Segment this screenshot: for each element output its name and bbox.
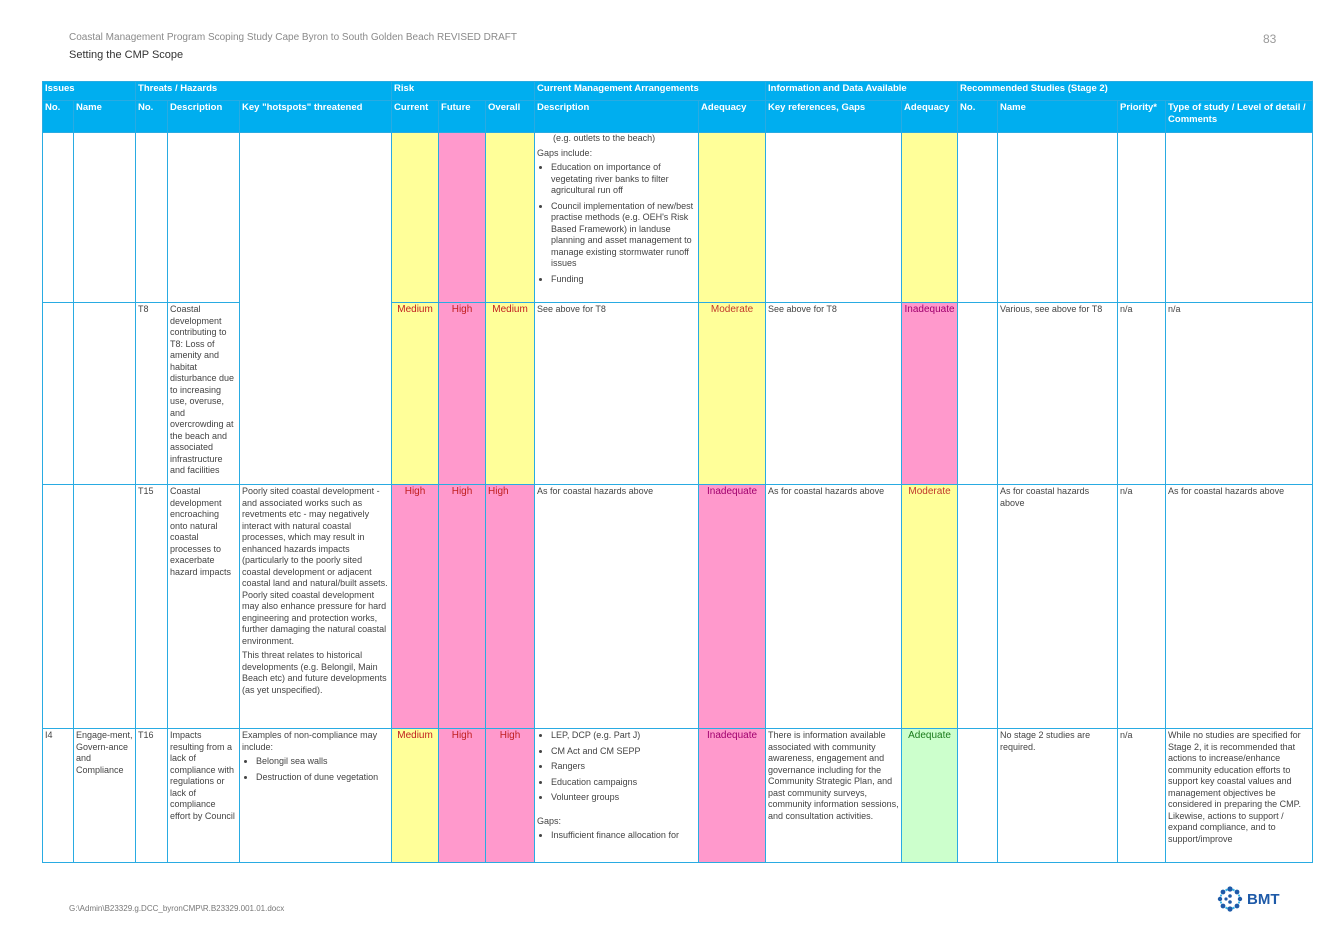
list-item: Funding <box>551 274 696 286</box>
col-risk-future: Future <box>438 100 487 133</box>
info-adequacy: Adequate <box>901 728 959 863</box>
col-risk-current: Current <box>391 100 440 133</box>
page-number: 83 <box>1263 32 1277 46</box>
gaps-list: Education on importance of vegetating ri… <box>537 162 696 285</box>
logo-text: BMT <box>1247 890 1280 908</box>
hotspots-list: Belongil sea walls Destruction of dune v… <box>242 756 389 783</box>
col-hotspots: Key "hotspots" threatened <box>239 100 393 133</box>
list-item: Volunteer groups <box>551 792 696 804</box>
mgmt-list: LEP, DCP (e.g. Part J) CM Act and CM SEP… <box>537 730 696 804</box>
list-item: CM Act and CM SEPP <box>551 746 696 758</box>
issue-name: Engage-ment, Govern-ance and Compliance <box>72 728 137 863</box>
risk-current: High <box>391 484 440 729</box>
mgmt-desc: As for coastal hazards above <box>534 484 700 729</box>
risk-future: High <box>438 484 487 729</box>
gaps-list: Insufficient finance allocation for <box>537 830 696 842</box>
group-header-management: Current Management Arrangements <box>534 81 767 101</box>
group-header-risk: Risk <box>391 81 536 101</box>
info-refs: See above for T8 <box>765 302 903 485</box>
group-header-row: Issues Threats / Hazards Risk Current Ma… <box>41 81 1314 101</box>
hotspots-intro: Examples of non-compliance may include: <box>242 730 378 752</box>
hotspots-cell: Examples of non-compliance may include: … <box>239 728 393 863</box>
col-threat-desc: Description <box>167 100 241 133</box>
risk-future: High <box>438 302 487 485</box>
threat-desc: Coastal development contributing to T8: … <box>167 302 241 485</box>
list-item: Rangers <box>551 761 696 773</box>
info-refs: There is information available associate… <box>765 728 903 863</box>
file-path: G:\Admin\B23329.g.DCC_byronCMP\R.B23329.… <box>69 904 285 913</box>
issue-no: I4 <box>42 728 74 863</box>
column-header-row: No. Name No. Description Key "hotspots" … <box>42 100 1314 133</box>
hotspots-cell-merged <box>239 132 393 485</box>
threat-no: T8 <box>135 302 169 485</box>
mgmt-desc-cell: LEP, DCP (e.g. Part J) CM Act and CM SEP… <box>534 728 700 863</box>
study-type: n/a <box>1165 302 1314 485</box>
col-study-name: Name <box>997 100 1119 133</box>
threat-no: T15 <box>135 484 169 729</box>
mgmt-desc: See above for T8 <box>534 302 700 485</box>
study-priority: n/a <box>1117 728 1167 863</box>
risk-overall: High <box>485 484 536 729</box>
col-threat-no: No. <box>135 100 169 133</box>
study-priority: n/a <box>1117 484 1167 729</box>
bmt-logo-icon <box>1217 886 1243 912</box>
mgmt-adequacy: Moderate <box>698 302 767 485</box>
table-row: T15 Coastal development encroaching onto… <box>42 484 1314 729</box>
info-adequacy: Moderate <box>901 484 959 729</box>
info-refs: As for coastal hazards above <box>765 484 903 729</box>
col-mgmt-adequacy: Adequacy <box>698 100 767 133</box>
table-row: T8 Coastal development contributing to T… <box>42 302 1314 485</box>
list-item: Council implementation of new/best pract… <box>551 201 696 270</box>
threat-desc: Coastal development encroaching onto nat… <box>167 484 241 729</box>
list-item: Destruction of dune vegetation <box>256 772 389 784</box>
mgmt-continuation: (e.g. outlets to the beach) <box>553 133 656 144</box>
table-row: I4 Engage-ment, Govern-ance and Complian… <box>42 728 1314 863</box>
col-priority: Priority* <box>1117 100 1167 133</box>
gaps-label: Gaps: <box>537 815 562 826</box>
info-adequacy: Inadequate <box>901 302 959 485</box>
list-item: Education on importance of vegetating ri… <box>551 162 696 197</box>
mgmt-adequacy: Inadequate <box>698 728 767 863</box>
group-header-threats: Threats / Hazards <box>135 81 393 101</box>
mgmt-desc-cell: (e.g. outlets to the beach) Gaps include… <box>534 132 700 303</box>
group-header-issues: Issues <box>41 81 137 101</box>
col-mgmt-desc: Description <box>534 100 700 133</box>
risk-current: Medium <box>391 302 440 485</box>
section-title: Setting the CMP Scope <box>69 49 184 61</box>
scoping-table: Issues Threats / Hazards Risk Current Ma… <box>41 81 1314 863</box>
risk-overall: Medium <box>485 302 536 485</box>
col-info-adequacy: Adequacy <box>901 100 959 133</box>
study-type: As for coastal hazards above <box>1165 484 1314 729</box>
list-item: Insufficient finance allocation for <box>551 830 696 842</box>
list-item: LEP, DCP (e.g. Part J) <box>551 730 696 742</box>
list-item: Education campaigns <box>551 777 696 789</box>
col-study-no: No. <box>957 100 999 133</box>
study-name: Various, see above for T8 <box>997 302 1119 485</box>
group-header-studies: Recommended Studies (Stage 2) <box>957 81 1314 101</box>
study-type: While no studies are specified for Stage… <box>1165 728 1314 863</box>
study-priority: n/a <box>1117 302 1167 485</box>
mgmt-adequacy: Inadequate <box>698 484 767 729</box>
col-info-refs: Key references, Gaps <box>765 100 903 133</box>
gaps-label: Gaps include: <box>537 147 593 158</box>
risk-overall: High <box>485 728 536 863</box>
col-risk-overall: Overall <box>485 100 536 133</box>
threat-no: T16 <box>135 728 169 863</box>
col-study-type: Type of study / Level of detail / Commen… <box>1165 100 1314 133</box>
col-issue-no: No. <box>42 100 74 133</box>
group-header-information: Information and Data Available <box>765 81 959 101</box>
document-title: Coastal Management Program Scoping Study… <box>69 32 518 43</box>
study-name: No stage 2 studies are required. <box>997 728 1119 863</box>
col-issue-name: Name <box>72 100 137 133</box>
risk-current: Medium <box>391 728 440 863</box>
hotspots-cell: Poorly sited coastal development - and a… <box>239 484 393 729</box>
hotspots-paragraph: Poorly sited coastal development - and a… <box>242 486 388 646</box>
threat-desc: Impacts resulting from a lack of complia… <box>167 728 241 863</box>
hotspots-paragraph: This threat relates to historical develo… <box>242 650 387 695</box>
table-row: (e.g. outlets to the beach) Gaps include… <box>42 132 1314 485</box>
risk-future: High <box>438 728 487 863</box>
list-item: Belongil sea walls <box>256 756 389 768</box>
bmt-logo: BMT <box>1215 884 1280 914</box>
study-name: As for coastal hazards above <box>997 484 1119 729</box>
